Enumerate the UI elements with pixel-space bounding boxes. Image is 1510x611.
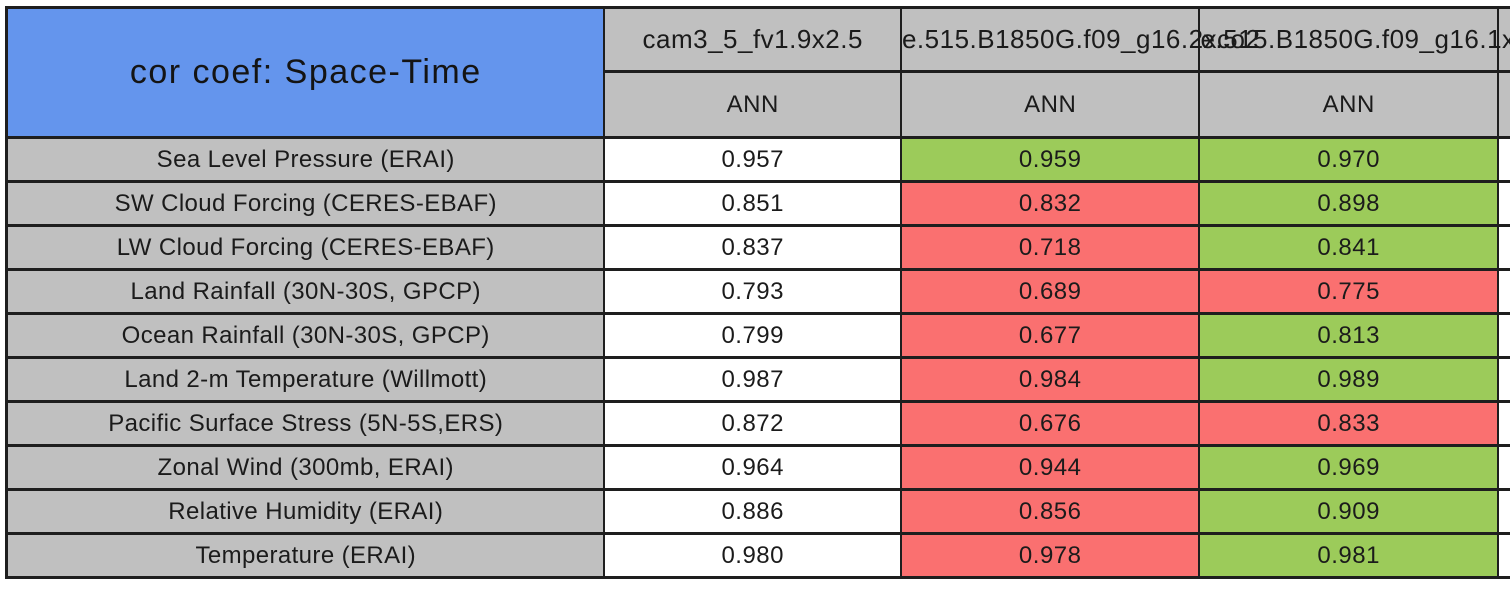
table-row: LW Cloud Forcing (CERES-EBAF) 0.837 0.71… [5,224,1510,271]
value-cell: 0.957 [603,136,902,183]
value-cell: 0.856 [899,488,1201,535]
season-header-cell-1: ANN [603,70,902,139]
value-cell: 0.989 [1198,356,1499,403]
case-name-2: e.515.B1850G.f09_g16.2xco2 [901,24,1261,54]
row-label: Relative Humidity (ERAI) [5,488,606,535]
value-cell: 0.841 [1198,224,1499,271]
value-cell: 0.898 [1198,180,1499,227]
season-header-cell-2: ANN [899,70,1201,139]
case-header-cell-1: cam3_5_fv1.9x2.5 [603,6,902,73]
case-name-1: cam3_5_fv1.9x2.5 [642,24,863,54]
value-cell [1496,268,1510,315]
value-cell: 0.981 [1198,532,1499,579]
season-header-row: ANN ANN ANN [7,70,1510,139]
value-cell: 0.833 [1198,400,1499,447]
row-label: SW Cloud Forcing (CERES-EBAF) [5,180,606,227]
correlation-table: cor coef: Space-Time cam3_5_fv1.9x2.5 e.… [5,6,1510,579]
value-cell [1496,136,1510,183]
case-header-row: cor coef: Space-Time cam3_5_fv1.9x2.5 e.… [5,6,1510,139]
table-row: Ocean Rainfall (30N-30S, GPCP) 0.799 0.6… [5,312,1510,359]
value-cell: 0.980 [603,532,902,579]
value-cell: 0.677 [899,312,1201,359]
season-header-cell-3: ANN [1198,70,1499,139]
value-cell: 0.970 [1198,136,1499,183]
row-label: Zonal Wind (300mb, ERAI) [5,444,606,491]
case-name-3: e.515.B1850G.f09_g16.1xco2 [1200,24,1510,54]
value-cell [1496,400,1510,447]
value-cell: 0.718 [899,224,1201,271]
row-label: Pacific Surface Stress (5N-5S,ERS) [5,400,606,447]
value-cell [1496,532,1510,579]
value-cell: 0.886 [603,488,902,535]
value-cell: 0.775 [1198,268,1499,315]
table-row: Relative Humidity (ERAI) 0.886 0.856 0.9… [5,488,1510,535]
value-cell: 0.969 [1198,444,1499,491]
value-cell: 0.978 [899,532,1201,579]
value-cell: 0.813 [1198,312,1499,359]
value-cell [1496,312,1510,359]
case-header-cell-3: e.515.B1850G.f09_g16.1xco2 [1198,6,1510,73]
value-cell: 0.832 [899,180,1201,227]
value-cell: 0.959 [899,136,1201,183]
table-row: Land 2-m Temperature (Willmott) 0.987 0.… [5,356,1510,403]
value-cell: 0.987 [603,356,902,403]
table-row: Zonal Wind (300mb, ERAI) 0.964 0.944 0.9… [5,444,1510,491]
row-label: Temperature (ERAI) [5,532,606,579]
value-cell: 0.851 [603,180,902,227]
value-cell: 0.676 [899,400,1201,447]
value-cell: 0.984 [899,356,1201,403]
row-label: Ocean Rainfall (30N-30S, GPCP) [5,312,606,359]
value-cell [1496,180,1510,227]
row-label: Sea Level Pressure (ERAI) [5,136,606,183]
value-cell [1496,488,1510,535]
row-label: LW Cloud Forcing (CERES-EBAF) [5,224,606,271]
table-row: Pacific Surface Stress (5N-5S,ERS) 0.872… [5,400,1510,447]
value-cell: 0.944 [899,444,1201,491]
value-cell [1496,444,1510,491]
value-cell: 0.837 [603,224,902,271]
value-cell: 0.689 [899,268,1201,315]
case-header-cell-4-cutoff [1496,6,1510,73]
table-row: Land Rainfall (30N-30S, GPCP) 0.793 0.68… [5,268,1510,315]
value-cell: 0.909 [1198,488,1499,535]
row-label: Land 2-m Temperature (Willmott) [5,356,606,403]
value-cell: 0.964 [603,444,902,491]
value-cell [1496,356,1510,403]
table-title: cor coef: Space-Time [129,53,482,91]
table-title-cell: cor coef: Space-Time [5,6,606,139]
row-label: Land Rainfall (30N-30S, GPCP) [5,268,606,315]
value-cell: 0.872 [603,400,902,447]
season-header-cell-4-cutoff [1496,70,1510,139]
table-row: SW Cloud Forcing (CERES-EBAF) 0.851 0.83… [5,180,1510,227]
value-cell [1496,224,1510,271]
table-row: Sea Level Pressure (ERAI) 0.957 0.959 0.… [5,136,1510,183]
case-header-cell-2: e.515.B1850G.f09_g16.2xco2 [899,6,1261,73]
table-row: Temperature (ERAI) 0.980 0.978 0.981 [5,532,1510,579]
value-cell: 0.799 [603,312,902,359]
value-cell: 0.793 [603,268,902,315]
